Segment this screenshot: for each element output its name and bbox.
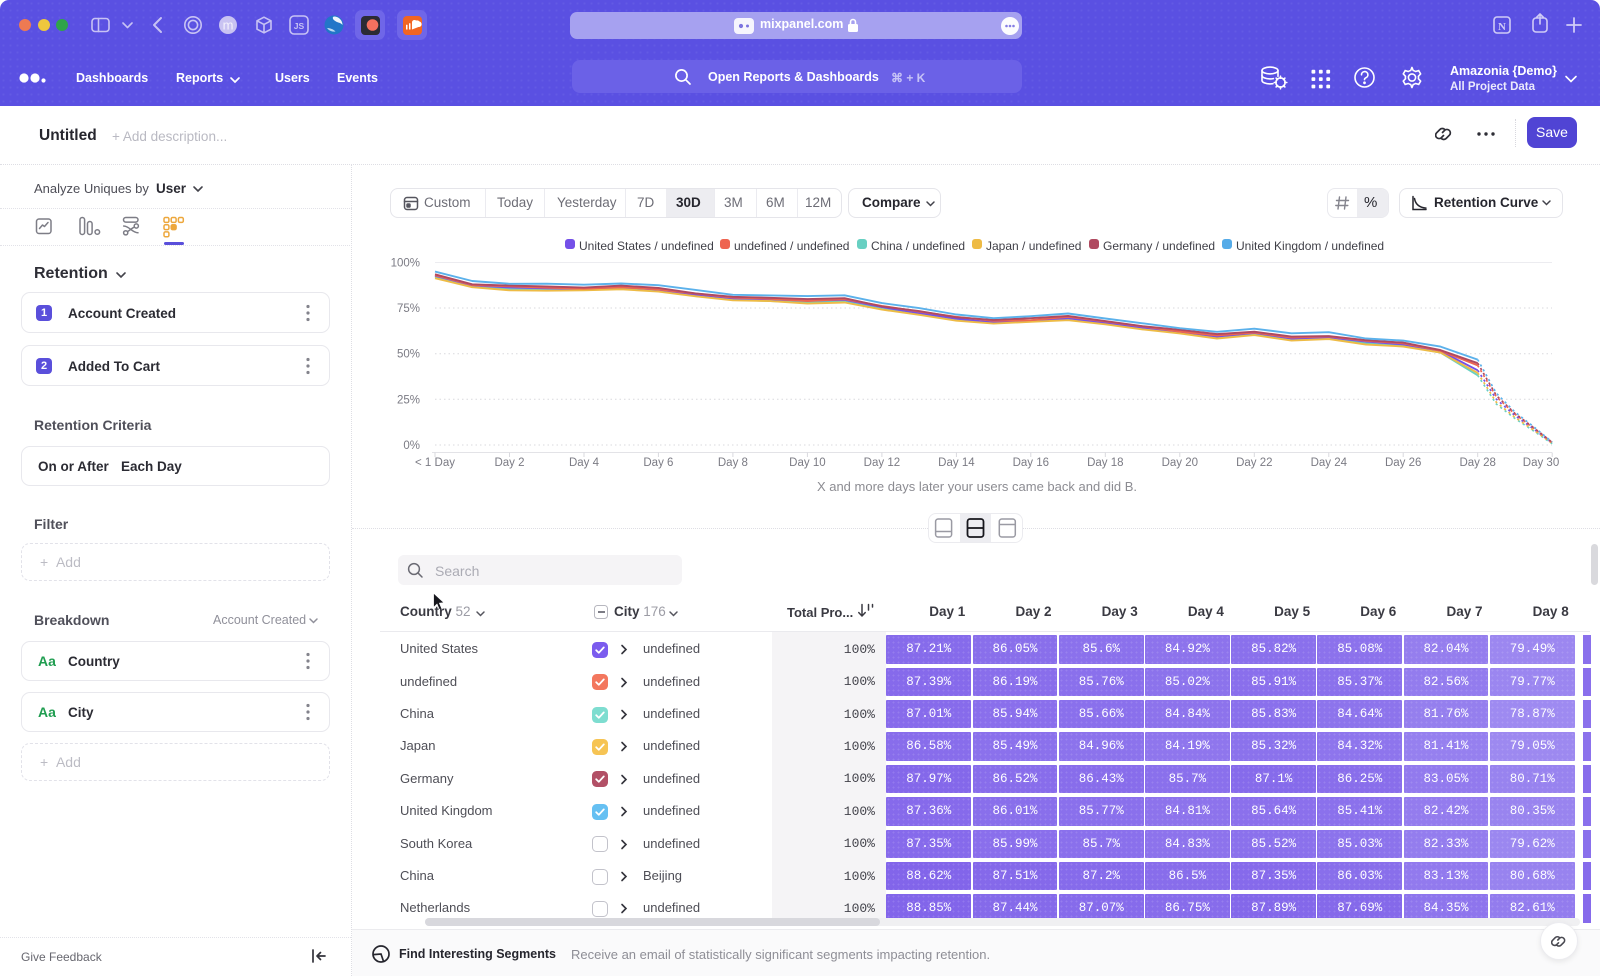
svg-text:Day 6: Day 6 (643, 457, 673, 469)
svg-text:N: N (1498, 21, 1506, 33)
svg-text:Day 26: Day 26 (1385, 457, 1421, 469)
svg-text:m: m (223, 18, 234, 33)
svg-text:Day 12: Day 12 (864, 457, 900, 469)
svg-text:Day 14: Day 14 (938, 457, 975, 469)
svg-text:X and more days later your use: X and more days later your users came ba… (817, 479, 1137, 494)
svg-text:Day 30: Day 30 (1523, 457, 1559, 469)
svg-text:Day 28: Day 28 (1459, 457, 1495, 469)
svg-text:0%: 0% (403, 440, 420, 452)
svg-text:Day 4: Day 4 (569, 457, 600, 469)
svg-text:50%: 50% (397, 349, 420, 361)
svg-text:< 1 Day: < 1 Day (415, 457, 455, 469)
svg-text:Day 10: Day 10 (789, 457, 825, 469)
svg-text:100%: 100% (391, 258, 420, 270)
svg-text:Day 2: Day 2 (494, 457, 524, 469)
svg-text:Day 18: Day 18 (1087, 457, 1123, 469)
svg-text:Day 22: Day 22 (1236, 457, 1272, 469)
svg-text:JS: JS (294, 21, 305, 31)
svg-text:Day 8: Day 8 (718, 457, 748, 469)
svg-text:75%: 75% (397, 303, 420, 315)
svg-text:25%: 25% (397, 394, 420, 406)
svg-text:Day 24: Day 24 (1311, 457, 1348, 469)
svg-text:Day 20: Day 20 (1162, 457, 1198, 469)
svg-text:Day 16: Day 16 (1013, 457, 1049, 469)
